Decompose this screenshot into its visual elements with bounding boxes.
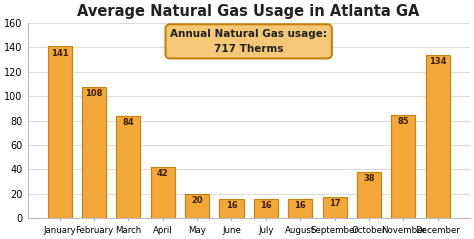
- Text: 20: 20: [191, 196, 203, 205]
- Text: 134: 134: [429, 57, 447, 66]
- Text: 17: 17: [329, 199, 340, 208]
- Bar: [323, 197, 346, 218]
- Bar: [392, 114, 415, 218]
- Bar: [219, 199, 244, 218]
- Text: 42: 42: [157, 169, 169, 179]
- Bar: [151, 167, 175, 218]
- Bar: [185, 194, 209, 218]
- Text: 84: 84: [123, 118, 134, 127]
- Bar: [426, 55, 450, 218]
- Text: 16: 16: [294, 201, 306, 210]
- Bar: [82, 87, 106, 218]
- Text: 141: 141: [51, 49, 68, 58]
- Title: Average Natural Gas Usage in Atlanta GA: Average Natural Gas Usage in Atlanta GA: [77, 4, 420, 19]
- Text: 38: 38: [363, 174, 375, 183]
- Bar: [357, 172, 381, 218]
- Text: 16: 16: [226, 201, 237, 210]
- Bar: [254, 199, 278, 218]
- Bar: [288, 199, 312, 218]
- Text: 16: 16: [260, 201, 272, 210]
- Text: Annual Natural Gas usage:
717 Therms: Annual Natural Gas usage: 717 Therms: [170, 29, 327, 54]
- Text: 108: 108: [85, 89, 103, 98]
- Bar: [116, 116, 140, 218]
- Bar: [47, 46, 72, 218]
- Text: 85: 85: [398, 117, 409, 126]
